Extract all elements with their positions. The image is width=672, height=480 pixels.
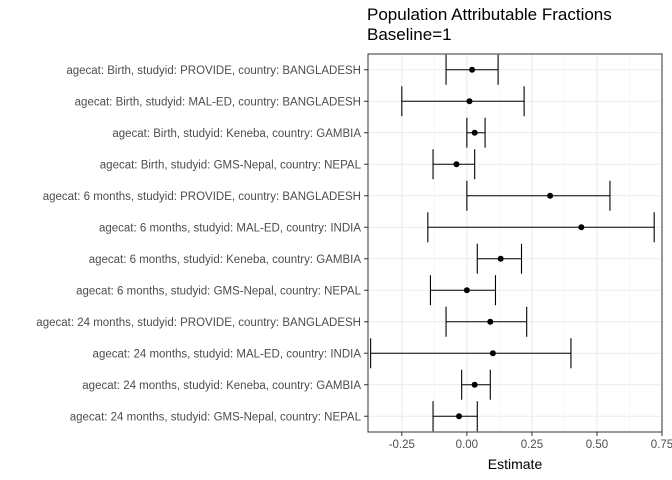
y-tick-label: agecat: Birth, studyid: GMS-Nepal, count…	[100, 159, 362, 171]
forest-row: agecat: 24 months, studyid: Keneba, coun…	[82, 369, 491, 400]
y-tick-label: agecat: 24 months, studyid: GMS-Nepal, c…	[70, 411, 362, 423]
estimate-point	[578, 224, 585, 231]
forest-row: agecat: Birth, studyid: PROVIDE, country…	[66, 54, 499, 85]
y-tick-label: agecat: 6 months, studyid: PROVIDE, coun…	[43, 191, 361, 203]
y-tick-label: agecat: Birth, studyid: PROVIDE, country…	[66, 65, 361, 77]
x-axis-title: Estimate	[488, 456, 543, 472]
estimate-point	[453, 161, 460, 168]
y-tick-label: agecat: 24 months, studyid: Keneba, coun…	[82, 380, 361, 392]
rows-layer: agecat: Birth, studyid: PROVIDE, country…	[36, 54, 655, 432]
y-tick-label: agecat: 6 months, studyid: GMS-Nepal, co…	[76, 285, 361, 297]
forest-row: agecat: Birth, studyid: Keneba, country:…	[112, 117, 486, 148]
forest-row: agecat: Birth, studyid: MAL-ED, country:…	[75, 86, 525, 117]
y-tick-label: agecat: 24 months, studyid: PROVIDE, cou…	[36, 317, 361, 329]
estimate-point	[471, 381, 478, 388]
forest-row: agecat: 24 months, studyid: PROVIDE, cou…	[36, 306, 528, 337]
forest-row: agecat: 6 months, studyid: Keneba, count…	[89, 243, 523, 274]
forest-row: agecat: 24 months, studyid: MAL-ED, coun…	[93, 338, 572, 369]
chart-title: Population Attributable Fractions	[367, 5, 612, 24]
estimate-point	[463, 287, 470, 294]
grid-layer	[368, 54, 663, 432]
estimate-point	[466, 98, 473, 105]
estimate-point	[497, 255, 504, 262]
x-tick-label: 0.50	[586, 439, 608, 451]
estimate-point	[489, 350, 496, 357]
estimate-point	[547, 192, 554, 199]
y-tick-label: agecat: 6 months, studyid: MAL-ED, count…	[99, 222, 361, 234]
forest-row: agecat: Birth, studyid: GMS-Nepal, count…	[100, 149, 476, 180]
forest-row: agecat: 6 months, studyid: MAL-ED, count…	[99, 212, 655, 243]
x-tick-label: 0.00	[456, 439, 478, 451]
x-tick-label: -0.25	[389, 439, 415, 451]
panel-border	[367, 53, 663, 433]
chart-subtitle: Baseline=1	[367, 25, 452, 44]
y-tick-label: agecat: Birth, studyid: MAL-ED, country:…	[75, 96, 361, 108]
x-axis: -0.25 0.00 0.25 0.50 0.75	[389, 432, 672, 451]
forest-row: agecat: 24 months, studyid: GMS-Nepal, c…	[70, 401, 478, 432]
estimate-point	[471, 129, 478, 136]
y-tick-label: agecat: Birth, studyid: Keneba, country:…	[112, 128, 361, 140]
y-tick-label: agecat: 6 months, studyid: Keneba, count…	[89, 254, 362, 266]
estimate-point	[469, 66, 476, 73]
y-tick-label: agecat: 24 months, studyid: MAL-ED, coun…	[93, 348, 362, 360]
x-tick-label: 0.25	[521, 439, 543, 451]
estimate-point	[456, 413, 463, 420]
forest-row: agecat: 6 months, studyid: GMS-Nepal, co…	[76, 275, 497, 306]
estimate-point	[487, 318, 494, 325]
forest-row: agecat: 6 months, studyid: PROVIDE, coun…	[43, 180, 611, 211]
x-tick-label: 0.75	[651, 439, 672, 451]
